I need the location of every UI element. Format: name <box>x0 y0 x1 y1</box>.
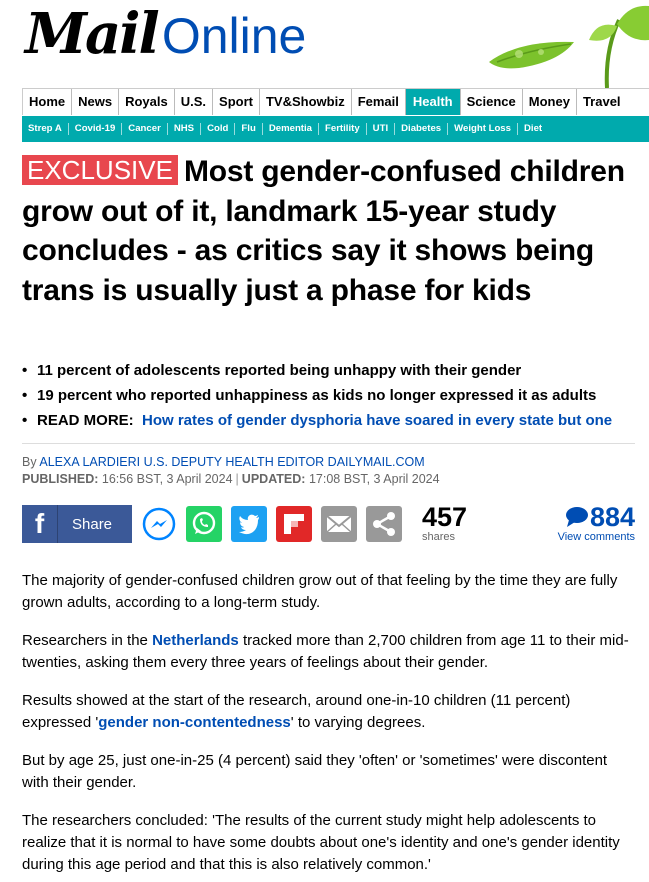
primary-nav: Home News Royals U.S. Sport TV&Showbiz F… <box>22 88 649 115</box>
pubinfo-separator: | <box>235 472 239 486</box>
subnav-item-flu[interactable]: Flu <box>235 123 263 135</box>
subnav-item-cancer[interactable]: Cancer <box>122 123 168 135</box>
nav-item-home[interactable]: Home <box>23 89 73 115</box>
summary-bullet: 11 percent of adolescents reported being… <box>22 358 637 383</box>
read-more-link[interactable]: How rates of gender dysphoria have soare… <box>142 412 613 429</box>
nav-item-science[interactable]: Science <box>461 89 523 115</box>
whatsapp-icon[interactable] <box>185 505 223 543</box>
body-paragraph-2: Researchers in the Netherlands tracked m… <box>22 630 634 674</box>
subnav-item-uti[interactable]: UTI <box>367 123 396 135</box>
comment-count-value: 884 <box>589 502 635 532</box>
subnav-item-diabetes[interactable]: Diabetes <box>395 123 449 135</box>
share-icon[interactable] <box>365 505 403 543</box>
exclusive-badge: EXCLUSIVE <box>22 155 178 185</box>
published-time: 16:56 BST, 3 April 2024 <box>101 472 233 486</box>
subnav-item-fertility[interactable]: Fertility <box>319 123 367 135</box>
article-summary-bullets: 11 percent of adolescents reported being… <box>22 358 637 433</box>
subnav-item-nhs[interactable]: NHS <box>168 123 202 135</box>
nav-item-tvshowbiz[interactable]: TV&Showbiz <box>260 89 352 115</box>
published-label: PUBLISHED: <box>22 472 99 486</box>
messenger-icon[interactable] <box>140 505 178 543</box>
nav-item-femail[interactable]: Femail <box>352 89 406 115</box>
subnav-item-weight-loss[interactable]: Weight Loss <box>448 123 518 135</box>
p2-post: tracked more than 2,700 children from ag… <box>22 632 629 671</box>
nav-item-news[interactable]: News <box>72 89 120 115</box>
body-paragraph-5: The researchers concluded: 'The results … <box>22 812 620 873</box>
flipboard-icon[interactable] <box>275 505 313 543</box>
divider <box>22 443 635 444</box>
headline-text: Most gender-confused children grow out o… <box>22 155 625 307</box>
comment-count[interactable]: 884 View comments <box>558 503 635 543</box>
p3-pre: Results showed at the start of the resea… <box>22 692 571 731</box>
view-comments-link[interactable]: View comments <box>557 531 635 543</box>
nav-item-sport[interactable]: Sport <box>213 89 260 115</box>
masthead: Mail Online <box>0 0 649 88</box>
nav-item-royals[interactable]: Royals <box>119 89 175 115</box>
leaf-decoration-icon <box>489 5 649 88</box>
nav-item-us[interactable]: U.S. <box>175 89 214 115</box>
subnav-item-covid[interactable]: Covid-19 <box>69 123 123 135</box>
subnav-item-diet[interactable]: Diet <box>523 123 543 134</box>
body-paragraph-3: Results showed at the start of the resea… <box>22 690 634 734</box>
summary-bullet: 19 percent who reported unhappiness as k… <box>22 383 637 408</box>
subnav-item-dementia[interactable]: Dementia <box>263 123 319 135</box>
mailonline-logo[interactable]: Mail Online <box>25 4 306 64</box>
article-headline: EXCLUSIVE Most gender-confused children g… <box>22 152 632 310</box>
comment-count-number: 884 <box>558 503 635 531</box>
facebook-icon: f <box>22 505 58 543</box>
read-more-bullet: READ MORE: How rates of gender dysphoria… <box>22 408 637 433</box>
updated-time: 17:08 BST, 3 April 2024 <box>308 472 440 486</box>
read-more-label: READ MORE: <box>37 412 134 429</box>
health-subnav: Strep A Covid-19 Cancer NHS Cold Flu Dem… <box>22 116 649 142</box>
share-count: 457 shares <box>422 503 467 543</box>
netherlands-link[interactable]: Netherlands <box>152 632 239 649</box>
share-count-number: 457 <box>422 502 468 532</box>
twitter-icon[interactable] <box>230 505 268 543</box>
share-count-label: shares <box>422 531 456 543</box>
facebook-share-label: Share <box>72 515 113 533</box>
facebook-share-button[interactable]: f Share <box>22 505 132 543</box>
share-bar: f Share 457 shares 884 View comments <box>22 502 635 544</box>
nav-item-money[interactable]: Money <box>523 89 577 115</box>
email-icon[interactable] <box>320 505 358 543</box>
logo-mail-text: Mail <box>25 1 160 67</box>
body-paragraph-1: The majority of gender-confused children… <box>22 572 618 611</box>
comment-bubble-icon <box>565 507 588 527</box>
byline-author-link[interactable]: ALEXA LARDIERI U.S. DEPUTY HEALTH EDITOR… <box>39 455 425 469</box>
publish-info: PUBLISHED: 16:56 BST, 3 April 2024 | UPDAT… <box>22 471 440 487</box>
subnav-item-cold[interactable]: Cold <box>201 123 236 135</box>
logo-online-text: Online <box>161 8 307 64</box>
byline-prefix: By <box>22 455 37 469</box>
byline: By ALEXA LARDIERI U.S. DEPUTY HEALTH EDI… <box>22 454 425 470</box>
subnav-item-strep-a[interactable]: Strep A <box>22 123 69 135</box>
nav-item-travel[interactable]: Travel <box>582 94 621 109</box>
p3-post: ' to varying degrees. <box>290 714 426 731</box>
body-paragraph-4: But by age 25, just one-in-25 (4 percent… <box>22 752 608 791</box>
updated-label: UPDATED: <box>241 472 306 486</box>
gender-non-contentedness-link[interactable]: gender non-contentedness <box>98 714 291 731</box>
nav-item-health[interactable]: Health <box>405 89 461 115</box>
p2-pre: Researchers in the <box>22 632 153 649</box>
